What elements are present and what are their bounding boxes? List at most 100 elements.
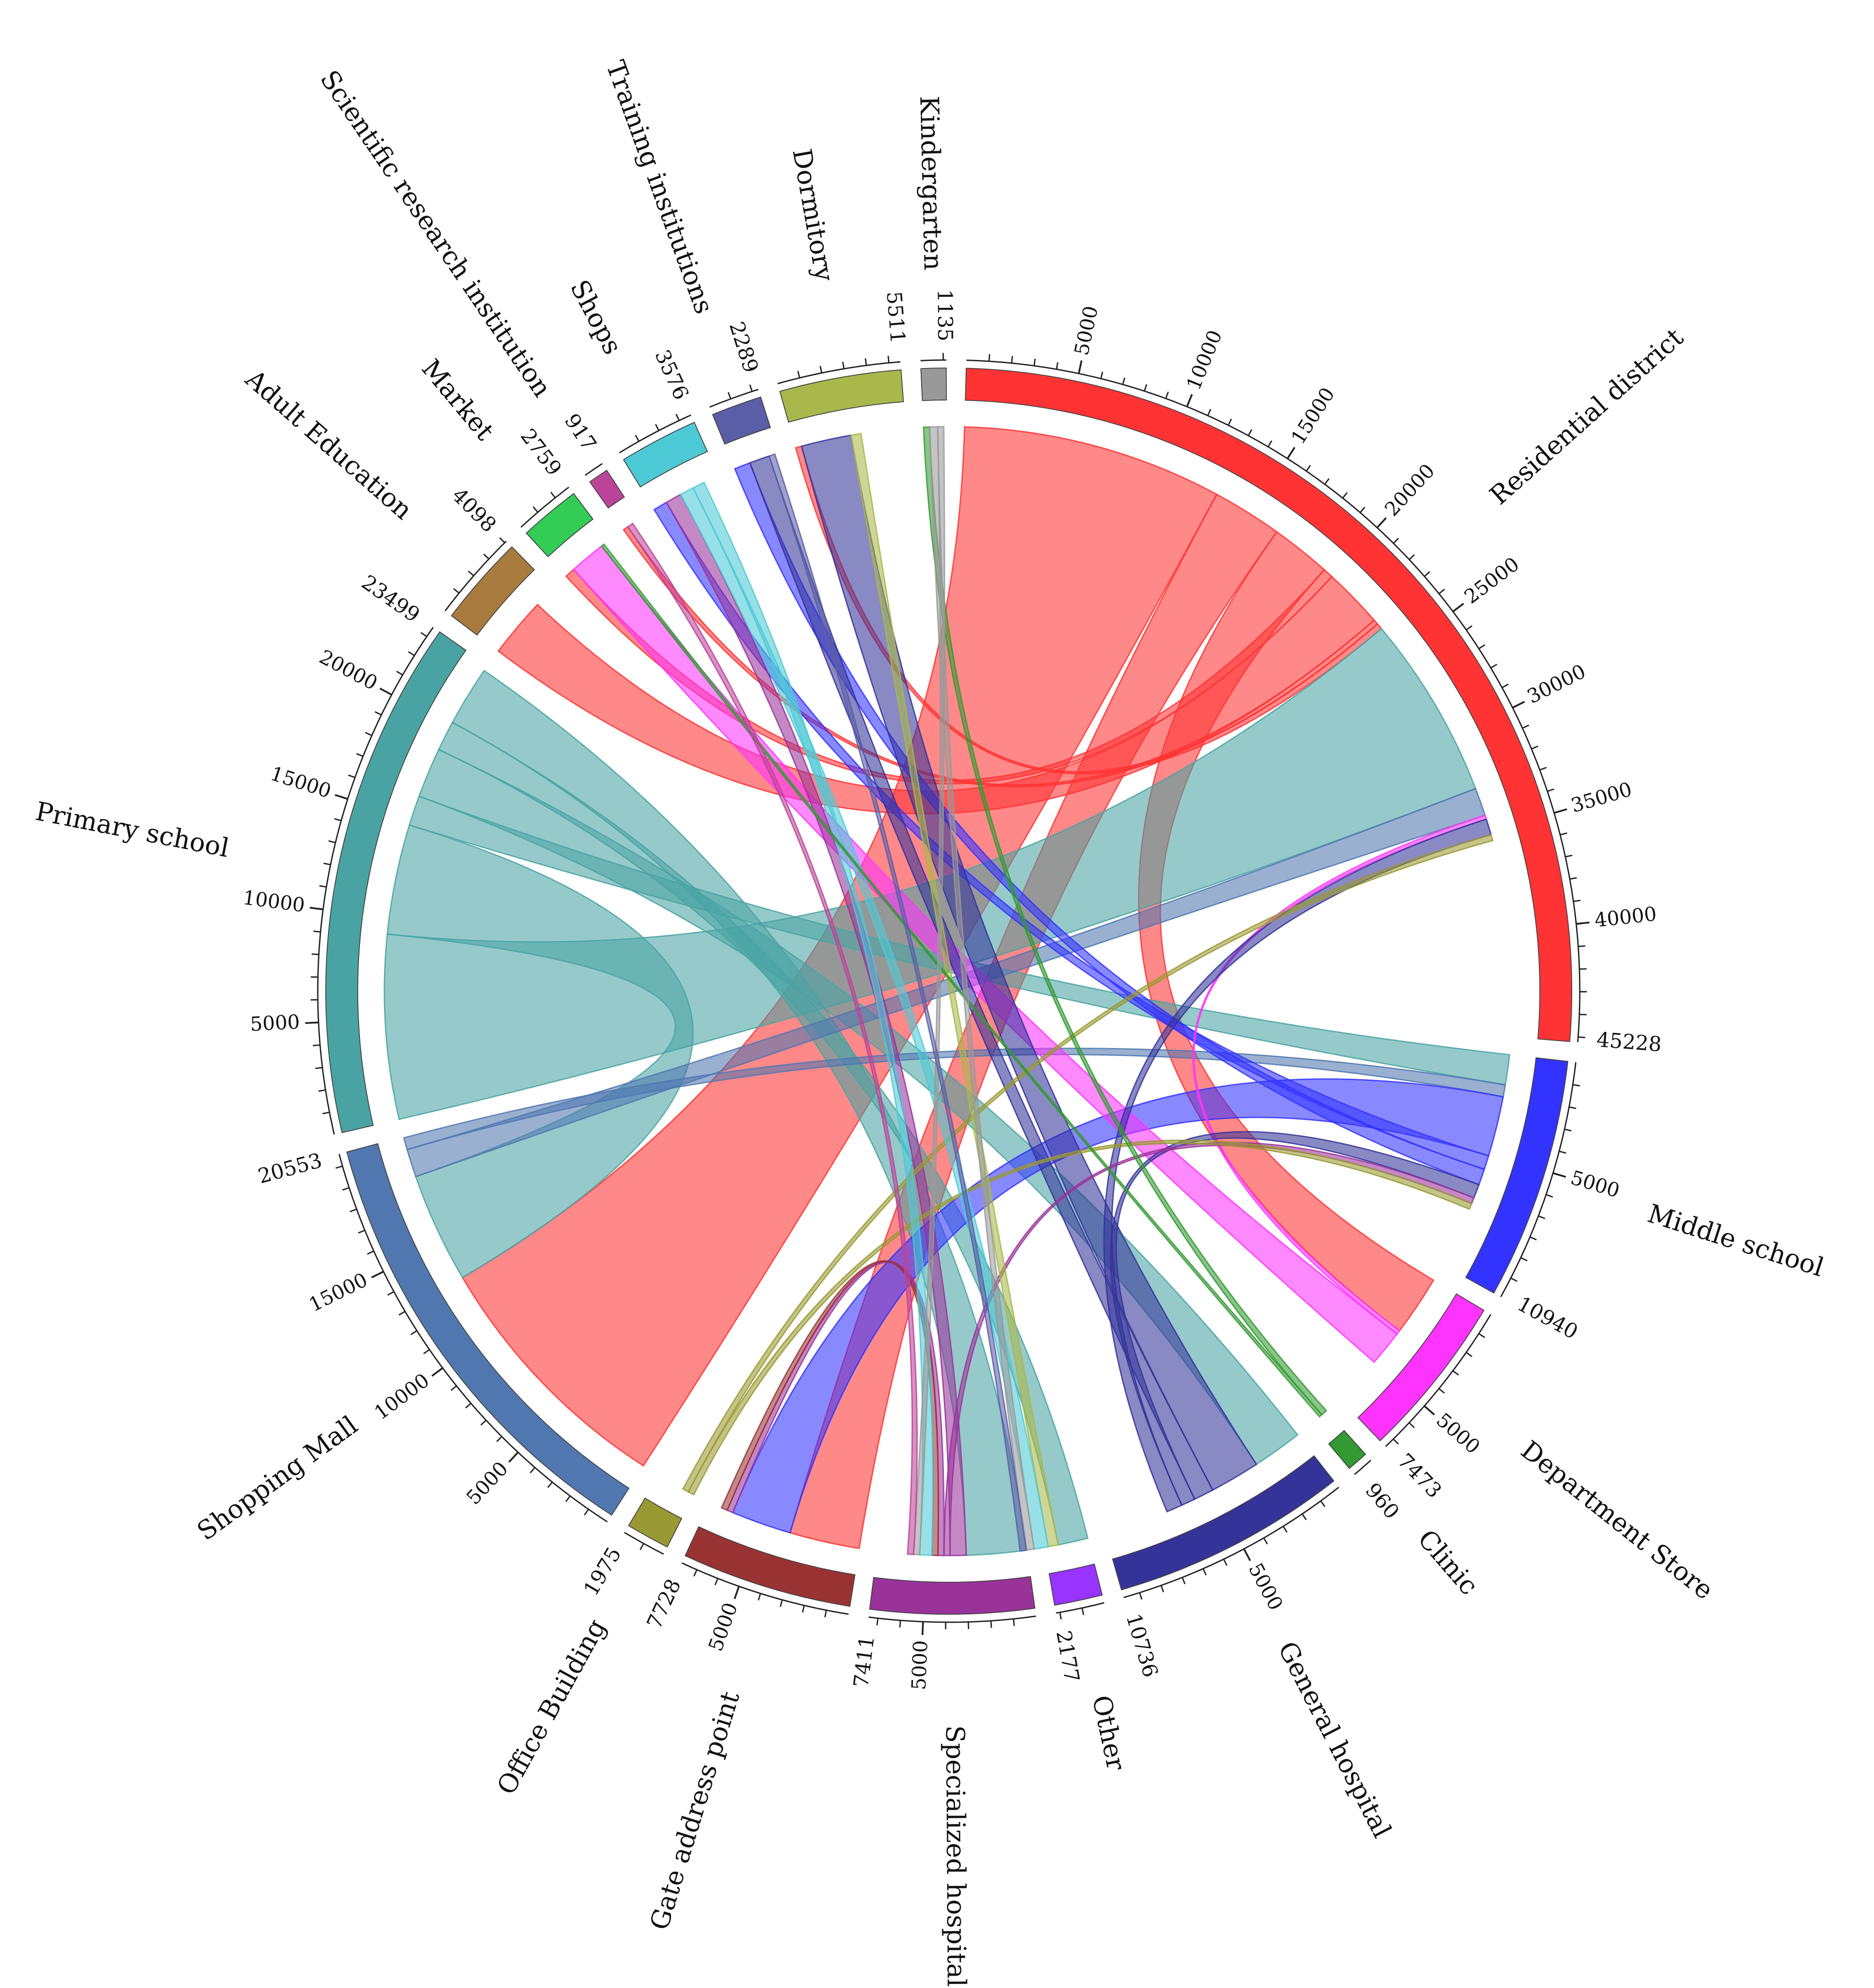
tick-minor-residential-district-34000	[1547, 788, 1554, 792]
ribbon-middle-school-to-gate-address-point	[731, 1078, 1504, 1534]
tick-minor-shopping-mall-7000	[480, 1420, 487, 1426]
tick-minor-market-2000	[550, 492, 556, 498]
ribbon-department-store-to-residential-district	[1192, 814, 1487, 1335]
tick-minor-middle-school-3000	[1564, 1128, 1572, 1132]
tick-minor-training-institutions-2000	[749, 384, 753, 392]
tick-minor-gate-address-point-6000	[714, 1578, 719, 1585]
tick-minor-shops-1000	[635, 435, 640, 442]
tick-major-shopping-mall-10000	[431, 1367, 444, 1377]
tick-minor-dormitory-4000	[864, 358, 867, 366]
segment-label-other: Other	[1086, 1692, 1131, 1773]
tick-minor-adult-education-2000	[468, 570, 474, 576]
total-label-market: 2759	[516, 424, 567, 480]
tick-minor-general-hospital-10000	[1139, 1592, 1143, 1600]
tick-minor-dormitory-1000	[797, 371, 800, 378]
tick-minor-primary-school-1000	[322, 1112, 330, 1115]
tick-minor-middle-school-10000	[1510, 1277, 1518, 1282]
tick-label-residential-district-10000: 10000	[1182, 327, 1227, 393]
tick-minor-department-store-1000	[1478, 1333, 1485, 1338]
ribbon-gate-address-point-to-specialized-hospital	[720, 1260, 939, 1556]
tick-minor-shopping-mall-9000	[450, 1385, 457, 1391]
arc-scientific-research-institution	[589, 469, 625, 509]
tick-minor-residential-district-2000	[1011, 356, 1013, 364]
tick-minor-shopping-mall-16000	[367, 1250, 374, 1255]
ribbon-residential-district-to-market	[565, 568, 1333, 784]
arc-shops	[623, 421, 708, 488]
tick-label-residential-district-35000: 35000	[1568, 778, 1634, 817]
tick-minor-primary-school-23000	[420, 632, 428, 637]
arc-clinic	[1328, 1430, 1367, 1469]
arc-specialized-hospital	[869, 1576, 1035, 1615]
tick-minor-primary-school-8000	[312, 953, 319, 956]
arc-kindergarten	[920, 368, 947, 401]
arc-department-store	[1357, 1293, 1485, 1442]
tick-minor-gate-address-point-2000	[802, 1605, 805, 1613]
tick-minor-other-2000	[1059, 1612, 1062, 1620]
total-label-department-store: 7473	[1393, 1448, 1446, 1503]
tick-minor-shopping-mall-8000	[465, 1403, 471, 1409]
segment-label-office-building: Office Building	[491, 1614, 612, 1800]
segment-label-market: Market	[416, 353, 500, 446]
tick-minor-shopping-mall-12000	[410, 1330, 417, 1336]
segment-label-kindergarten: Kindergarten	[914, 96, 949, 271]
tick-minor-training-institutions-1000	[727, 392, 731, 400]
tick-minor-residential-district-28000	[1490, 664, 1498, 669]
tick-minor-middle-school-8000	[1530, 1236, 1537, 1240]
tick-axis-shops	[619, 414, 691, 454]
arc-dormitory	[779, 369, 904, 423]
tick-minor-adult-education-3000	[483, 553, 490, 560]
tick-label-middle-school-5000: 5000	[1568, 1166, 1622, 1202]
ribbon-office-building-to-residential-district	[682, 834, 1494, 1493]
tick-axis-other	[1055, 1602, 1105, 1614]
segment-label-scientific-research-institution: Scientific research institution	[314, 65, 557, 403]
arc-adult-education	[451, 546, 535, 636]
tick-minor-general-hospital-4000	[1263, 1537, 1268, 1545]
tick-minor-shopping-mall-3000	[547, 1481, 553, 1488]
tick-minor-middle-school-6000	[1546, 1194, 1553, 1198]
tick-label-shopping-mall-5000: 5000	[462, 1457, 513, 1509]
total-label-other: 2177	[1051, 1628, 1084, 1684]
tick-axis-dormitory	[777, 361, 901, 384]
tick-minor-general-hospital-7000	[1203, 1568, 1207, 1576]
tick-minor-market-1000	[532, 506, 539, 513]
ribbon-primary-school-to-shopping-mall	[386, 824, 694, 1279]
tick-label-primary-school-5000: 5000	[250, 1011, 300, 1036]
tick-major-primary-school-20000	[379, 688, 392, 696]
tick-minor-middle-school-1000	[1573, 1084, 1580, 1087]
tick-label-residential-district-20000: 20000	[1380, 460, 1439, 520]
segment-label-dormitory: Dormitory	[787, 146, 840, 284]
tick-label-residential-district-40000: 40000	[1594, 903, 1658, 932]
total-label-adult-education: 4098	[448, 483, 501, 537]
tick-label-residential-district-15000: 15000	[1287, 384, 1339, 448]
tick-minor-residential-district-27000	[1478, 644, 1486, 649]
arc-market	[525, 493, 594, 557]
total-label-middle-school: 10940	[1514, 1292, 1582, 1344]
tick-minor-residential-district-12000	[1227, 418, 1232, 426]
tick-label-primary-school-20000: 20000	[316, 645, 381, 695]
tick-label-residential-district-25000: 25000	[1460, 553, 1524, 608]
tick-minor-residential-district-7000	[1122, 377, 1126, 385]
tick-label-primary-school-15000: 15000	[268, 762, 334, 803]
tick-minor-dormitory-3000	[842, 361, 845, 369]
tick-major-shopping-mall-15000	[371, 1271, 384, 1279]
tick-axis-shopping-mall	[338, 1154, 608, 1523]
total-label-primary-school: 23499	[357, 570, 424, 627]
tick-minor-specialized-hospital-7000	[876, 1618, 879, 1626]
tick-minor-middle-school-7000	[1538, 1215, 1546, 1220]
tick-minor-general-hospital-9000	[1160, 1585, 1164, 1592]
tick-label-shopping-mall-10000: 10000	[370, 1369, 434, 1424]
tick-minor-primary-school-14000	[334, 818, 342, 821]
total-label-shopping-mall: 20553	[256, 1148, 324, 1188]
tick-minor-primary-school-22000	[408, 651, 415, 656]
tick-label-specialized-hospital-5000: 5000	[907, 1640, 932, 1691]
tick-minor-residential-district-3000	[1033, 358, 1036, 366]
tick-minor-shopping-mall-13000	[398, 1311, 406, 1316]
total-label-office-building: 1975	[579, 1543, 626, 1600]
tick-minor-residential-district-4000	[1056, 362, 1059, 370]
tick-minor-shops-2000	[655, 424, 659, 431]
tick-major-department-store-5000	[1423, 1405, 1435, 1416]
tick-minor-general-hospital-6000	[1223, 1559, 1228, 1566]
arc-middle-school	[1465, 1057, 1569, 1294]
ribbon-scientific-research-institution-to-specialized-hospital	[627, 522, 918, 1556]
